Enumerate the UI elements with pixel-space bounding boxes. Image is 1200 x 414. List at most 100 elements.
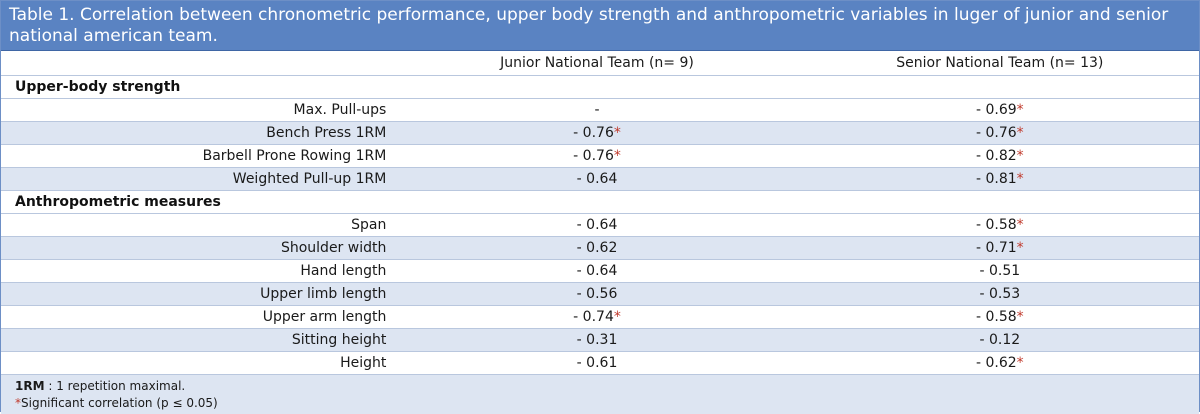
- column-header-row: Junior National Team (n= 9) Senior Natio…: [1, 51, 1199, 76]
- senior-cell-value: - 0.82: [975, 148, 1017, 164]
- senior-cell-value: - 0.71: [975, 240, 1017, 256]
- senior-cell: - 0.69*: [801, 102, 1199, 118]
- significance-mark: *: [613, 125, 621, 141]
- footnote-abbr-term: 1RM: [15, 379, 45, 393]
- table-row: Height - 0.61 - 0.62*: [1, 352, 1199, 375]
- junior-cell-value: - 0.61: [576, 355, 618, 371]
- senior-cell-value: - 0.69: [975, 102, 1017, 118]
- senior-cell: - 0.81*: [801, 171, 1199, 187]
- junior-cell-value: - 0.64: [576, 217, 618, 233]
- significance-mark: *: [1016, 240, 1024, 256]
- variable-cell: Sitting height: [1, 332, 393, 348]
- junior-cell: - 0.74*: [393, 309, 800, 325]
- junior-cell-value: - 0.76: [573, 125, 614, 141]
- significance-mark: *: [1016, 355, 1024, 371]
- senior-cell-value: - 0.81: [975, 171, 1017, 187]
- significance-mark: *: [613, 309, 621, 325]
- junior-cell-value: - 0.31: [576, 332, 618, 348]
- table-row: Bench Press 1RM - 0.76* - 0.76*: [1, 122, 1199, 145]
- junior-cell: - 0.61: [393, 355, 800, 371]
- senior-cell-value: - 0.58: [975, 217, 1017, 233]
- variable-cell: Hand length: [1, 263, 393, 279]
- significance-mark: *: [613, 148, 621, 164]
- variable-cell-value: Upper limb length: [260, 286, 387, 302]
- junior-cell: - 0.76*: [393, 125, 800, 141]
- significance-mark: *: [1016, 171, 1024, 187]
- variable-cell-value: Barbell Prone Rowing 1RM: [202, 148, 387, 164]
- significance-mark: *: [1016, 102, 1024, 118]
- junior-cell-value: - 0.74: [573, 309, 614, 325]
- section-header-row: Upper-body strength: [1, 76, 1199, 99]
- junior-cell-value: - 0.64: [576, 263, 618, 279]
- table-footnotes: 1RM : 1 repetition maximal. *Significant…: [1, 375, 1199, 414]
- footnote-sig-mark: *: [15, 396, 21, 410]
- junior-cell-value: - 0.76: [573, 148, 614, 164]
- footnote-significance: *Significant correlation (p ≤ 0.05): [15, 395, 1199, 412]
- junior-cell: -: [393, 102, 800, 118]
- senior-cell: - 0.71*: [801, 240, 1199, 256]
- senior-cell: - 0.53: [801, 286, 1199, 302]
- footnote-abbreviation: 1RM : 1 repetition maximal.: [15, 378, 1199, 395]
- senior-cell-value: - 0.76: [975, 125, 1017, 141]
- variable-cell-value: Hand length: [300, 263, 387, 279]
- variable-cell: Weighted Pull-up 1RM: [1, 171, 393, 187]
- variable-cell-value: Shoulder width: [280, 240, 387, 256]
- junior-cell: - 0.76*: [393, 148, 800, 164]
- significance-mark: *: [1016, 217, 1024, 233]
- table-row: Shoulder width - 0.62 - 0.71*: [1, 237, 1199, 260]
- section-header-row: Anthropometric measures: [1, 191, 1199, 214]
- senior-cell: - 0.58*: [801, 217, 1199, 233]
- column-header-senior: Senior National Team (n= 13): [896, 55, 1104, 71]
- table-row: Span - 0.64 - 0.58*: [1, 214, 1199, 237]
- senior-cell: - 0.62*: [801, 355, 1199, 371]
- table-row: Hand length - 0.64 - 0.51: [1, 260, 1199, 283]
- junior-cell: - 0.64: [393, 217, 800, 233]
- junior-cell-value: -: [594, 102, 600, 118]
- senior-cell: - 0.82*: [801, 148, 1199, 164]
- significance-mark: *: [1016, 148, 1024, 164]
- variable-cell-value: Weighted Pull-up 1RM: [232, 171, 387, 187]
- table-row: Upper arm length - 0.74* - 0.58*: [1, 306, 1199, 329]
- senior-cell: - 0.58*: [801, 309, 1199, 325]
- variable-cell: Height: [1, 355, 393, 371]
- variable-cell-value: Bench Press 1RM: [266, 125, 387, 141]
- table-row: Upper limb length - 0.56 - 0.53: [1, 283, 1199, 306]
- variable-cell: Bench Press 1RM: [1, 125, 393, 141]
- junior-cell: - 0.56: [393, 286, 800, 302]
- junior-cell: - 0.64: [393, 171, 800, 187]
- section-label: Anthropometric measures: [15, 194, 221, 210]
- variable-cell: Max. Pull-ups: [1, 102, 393, 118]
- variable-cell: Span: [1, 217, 393, 233]
- senior-cell-value: - 0.51: [979, 263, 1021, 279]
- variable-cell: Upper arm length: [1, 309, 393, 325]
- variable-cell: Barbell Prone Rowing 1RM: [1, 148, 393, 164]
- junior-cell-value: - 0.64: [576, 171, 618, 187]
- junior-cell: - 0.62: [393, 240, 800, 256]
- table-body: Upper-body strength Max. Pull-ups - - 0.69*…: [1, 76, 1199, 375]
- senior-cell-value: - 0.58: [975, 309, 1017, 325]
- footnote-sig-text: Significant correlation (p ≤ 0.05): [21, 396, 218, 410]
- senior-cell: - 0.12: [801, 332, 1199, 348]
- significance-mark: *: [1016, 309, 1024, 325]
- variable-cell-value: Sitting height: [291, 332, 387, 348]
- junior-cell-value: - 0.62: [576, 240, 618, 256]
- table-row: Sitting height - 0.31 - 0.12: [1, 329, 1199, 352]
- table-row: Max. Pull-ups - - 0.69*: [1, 99, 1199, 122]
- column-header-junior: Junior National Team (n= 9): [500, 55, 694, 71]
- footnote-abbr-text: : 1 repetition maximal.: [44, 379, 186, 393]
- variable-cell-value: Max. Pull-ups: [293, 102, 387, 118]
- variable-cell: Upper limb length: [1, 286, 393, 302]
- table-row: Barbell Prone Rowing 1RM - 0.76* - 0.82*: [1, 145, 1199, 168]
- junior-cell: - 0.31: [393, 332, 800, 348]
- junior-cell: - 0.64: [393, 263, 800, 279]
- senior-cell-value: - 0.53: [979, 286, 1021, 302]
- senior-cell-value: - 0.62: [975, 355, 1017, 371]
- senior-cell-value: - 0.12: [979, 332, 1021, 348]
- junior-cell-value: - 0.56: [576, 286, 618, 302]
- variable-cell-value: Height: [340, 355, 387, 371]
- variable-cell-value: Span: [351, 217, 387, 233]
- variable-cell: Shoulder width: [1, 240, 393, 256]
- senior-cell: - 0.51: [801, 263, 1199, 279]
- table-title: Table 1. Correlation between chronometri…: [1, 1, 1199, 51]
